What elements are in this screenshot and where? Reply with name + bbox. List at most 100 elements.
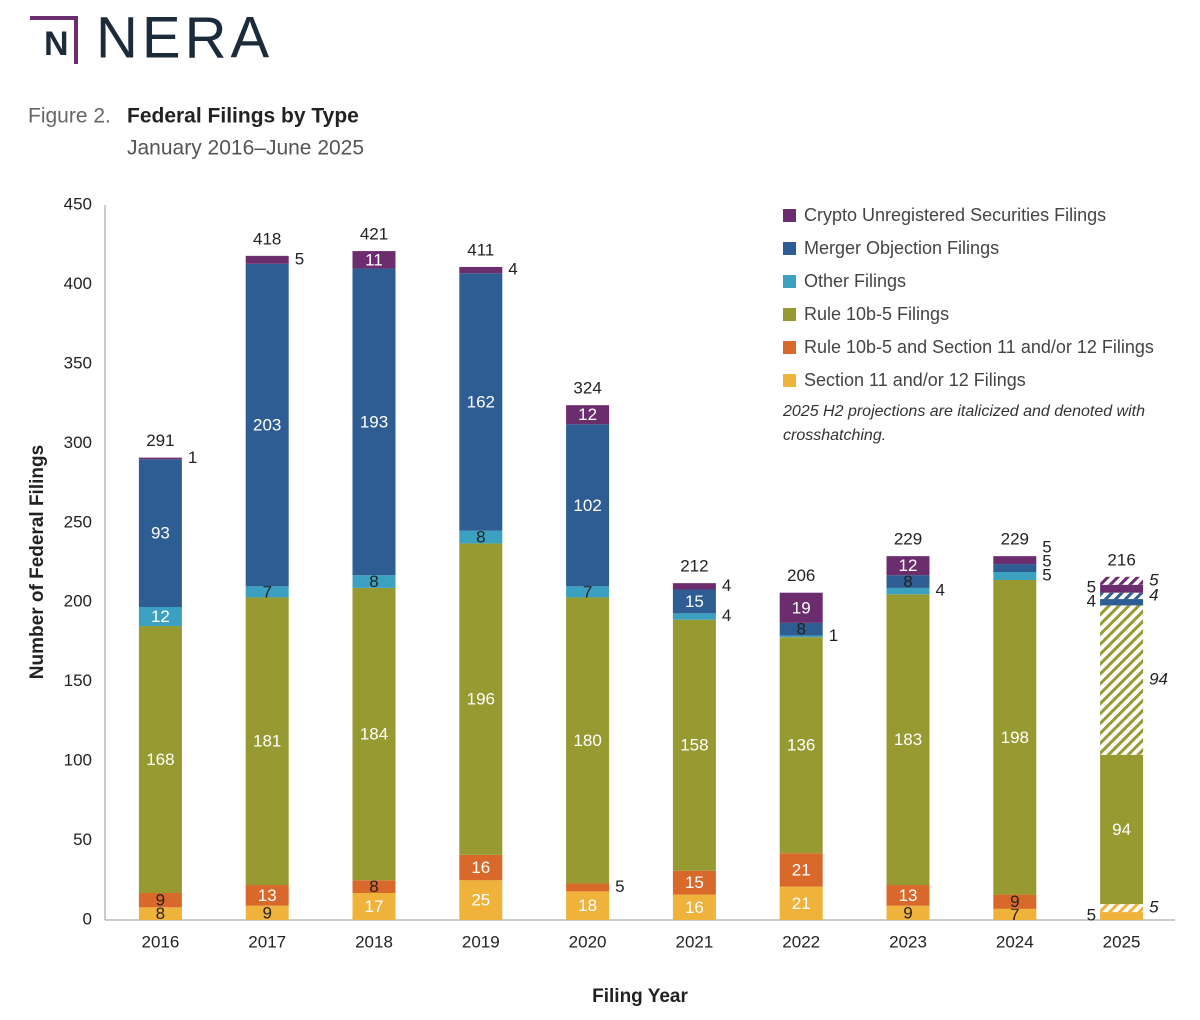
value-label: 193 bbox=[360, 412, 388, 431]
value-label: 11 bbox=[365, 250, 383, 269]
bar-segment bbox=[138, 606, 182, 627]
legend-label: Merger Objection Filings bbox=[804, 238, 999, 258]
bar-segment bbox=[245, 255, 289, 264]
legend-label: Other Filings bbox=[804, 271, 906, 291]
value-label: 9 bbox=[1010, 892, 1019, 911]
projected-bar-segment bbox=[1100, 605, 1144, 755]
chart-subtitle: January 2016–June 2025 bbox=[127, 137, 364, 160]
x-axis-title: Filing Year bbox=[592, 986, 688, 1007]
value-label: 5 bbox=[1042, 565, 1051, 584]
logo: N NERA bbox=[30, 5, 269, 70]
bar-segment bbox=[138, 459, 182, 607]
value-label: 4 bbox=[1087, 592, 1096, 611]
value-label: 94 bbox=[1112, 820, 1131, 839]
value-label: 16 bbox=[471, 858, 490, 877]
bar-segment bbox=[459, 880, 503, 920]
logo-bracket bbox=[30, 16, 78, 64]
value-label: 25 bbox=[471, 891, 490, 910]
value-label: 12 bbox=[578, 405, 597, 424]
x-tick-label: 2021 bbox=[675, 932, 713, 951]
bar-segment bbox=[993, 579, 1037, 895]
logo-mark: N bbox=[44, 25, 69, 63]
value-label: 102 bbox=[573, 496, 601, 515]
bar-segment bbox=[566, 424, 610, 587]
projected-bar-segment bbox=[1100, 576, 1144, 585]
bar-segment bbox=[245, 597, 289, 886]
value-label: 5 bbox=[1042, 537, 1051, 556]
projected-value-label: 5 bbox=[1149, 898, 1159, 917]
y-tick-label: 0 bbox=[83, 909, 92, 928]
value-label: 4 bbox=[722, 576, 731, 595]
value-label: 9 bbox=[262, 903, 271, 922]
value-label: 12 bbox=[151, 607, 170, 626]
bar-segment bbox=[1100, 599, 1144, 606]
bar-segment bbox=[993, 564, 1037, 573]
value-label: 7 bbox=[262, 582, 271, 601]
bar-segment bbox=[566, 891, 610, 920]
x-tick-label: 2022 bbox=[782, 932, 820, 951]
y-tick-label: 350 bbox=[64, 353, 92, 372]
bar-segment bbox=[1100, 584, 1144, 593]
bar-segment bbox=[993, 908, 1037, 920]
value-label: 4 bbox=[508, 260, 517, 279]
legend-label: Rule 10b-5 and Section 11 and/or 12 Fili… bbox=[804, 337, 1154, 357]
value-label: 184 bbox=[360, 725, 388, 744]
bar-segment bbox=[245, 905, 289, 920]
x-tick-label: 2023 bbox=[889, 932, 927, 951]
value-label: 7 bbox=[1010, 905, 1019, 924]
legend-swatch bbox=[783, 275, 796, 288]
bar-segment bbox=[993, 556, 1037, 565]
value-label: 180 bbox=[573, 731, 601, 750]
y-tick-label: 250 bbox=[64, 512, 92, 531]
bar-segment bbox=[672, 613, 716, 620]
value-label: 198 bbox=[1001, 728, 1029, 747]
value-label: 8 bbox=[369, 877, 378, 896]
value-label: 5 bbox=[1087, 578, 1096, 597]
bar-segment bbox=[672, 589, 716, 614]
bar-segment bbox=[779, 622, 823, 636]
projected-bar-segment bbox=[1100, 592, 1144, 600]
y-tick-label: 300 bbox=[64, 433, 92, 452]
value-label: 8 bbox=[156, 904, 165, 923]
bar-segment bbox=[138, 626, 182, 893]
bar-segment bbox=[886, 575, 930, 588]
bar-segment bbox=[779, 886, 823, 920]
value-label: 93 bbox=[151, 524, 170, 543]
bar-segment bbox=[886, 556, 930, 576]
value-label: 9 bbox=[156, 891, 165, 910]
projected-value-label: 94 bbox=[1149, 670, 1168, 689]
legend-label: Crypto Unregistered Securities Filings bbox=[804, 205, 1106, 225]
legend-swatch bbox=[783, 308, 796, 321]
bar-segment bbox=[779, 592, 823, 623]
value-label: 8 bbox=[796, 620, 805, 639]
bar-segment bbox=[352, 575, 396, 588]
y-tick-label: 50 bbox=[73, 830, 92, 849]
bar-segment bbox=[459, 854, 503, 881]
bar-segment bbox=[993, 572, 1037, 580]
value-label: 16 bbox=[685, 898, 704, 917]
value-label: 13 bbox=[258, 886, 277, 905]
value-label: 8 bbox=[476, 528, 485, 547]
bar-segment bbox=[886, 885, 930, 906]
total-label: 216 bbox=[1107, 550, 1135, 569]
value-label: 9 bbox=[903, 903, 912, 922]
value-label: 8 bbox=[903, 572, 912, 591]
x-tick-label: 2024 bbox=[996, 932, 1034, 951]
value-label: 1 bbox=[829, 626, 838, 645]
legend-note: 2025 H2 projections are italicized and d… bbox=[783, 403, 1146, 444]
value-label: 15 bbox=[685, 592, 704, 611]
x-tick-label: 2016 bbox=[141, 932, 179, 951]
value-label: 21 bbox=[792, 860, 811, 879]
bar-segment bbox=[245, 263, 289, 587]
x-tick-label: 2017 bbox=[248, 932, 286, 951]
value-label: 12 bbox=[899, 556, 918, 575]
projected-value-label: 5 bbox=[1149, 570, 1159, 589]
value-label: 15 bbox=[685, 873, 704, 892]
y-tick-label: 150 bbox=[64, 671, 92, 690]
value-label: 4 bbox=[722, 606, 731, 625]
value-label: 1 bbox=[188, 448, 197, 467]
bar-segment bbox=[672, 619, 716, 871]
value-label: 8 bbox=[369, 572, 378, 591]
y-axis-title: Number of Federal Filings bbox=[27, 445, 48, 679]
